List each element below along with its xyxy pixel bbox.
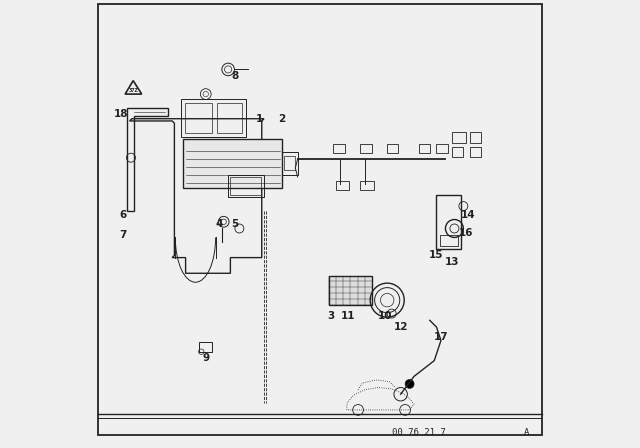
Bar <box>470 132 481 143</box>
Text: 12: 12 <box>394 322 408 332</box>
Bar <box>452 147 463 157</box>
Text: 2: 2 <box>278 114 285 124</box>
Text: A: A <box>524 428 529 437</box>
Bar <box>333 144 344 153</box>
Text: 7: 7 <box>119 230 127 240</box>
Text: 4: 4 <box>216 219 223 229</box>
Bar <box>199 342 212 352</box>
Bar <box>228 175 264 197</box>
Bar <box>329 276 372 305</box>
Text: 00 76 21 7: 00 76 21 7 <box>392 428 445 437</box>
Bar <box>185 103 212 133</box>
Bar <box>470 147 481 157</box>
Bar <box>282 152 298 175</box>
Text: 9: 9 <box>202 353 209 363</box>
Bar <box>230 177 261 195</box>
Text: 3: 3 <box>328 311 335 321</box>
Bar <box>284 156 296 170</box>
Bar <box>360 144 371 153</box>
Text: 18: 18 <box>113 109 128 119</box>
Text: 6: 6 <box>119 210 127 220</box>
Bar <box>419 144 430 153</box>
Text: 5: 5 <box>231 219 239 229</box>
Text: 14: 14 <box>461 210 475 220</box>
Circle shape <box>405 379 414 388</box>
Bar <box>217 103 242 133</box>
Text: 15: 15 <box>429 250 444 260</box>
Text: 13: 13 <box>445 257 460 267</box>
Bar <box>436 195 461 249</box>
Text: 1: 1 <box>256 114 263 124</box>
Bar <box>181 99 246 137</box>
Bar <box>436 144 448 153</box>
Bar <box>184 139 282 188</box>
Bar <box>440 235 458 246</box>
Text: 37Z: 37Z <box>128 88 138 94</box>
Text: 11: 11 <box>341 311 355 321</box>
Text: 8: 8 <box>231 71 239 81</box>
Bar <box>360 181 374 190</box>
Bar <box>336 181 349 190</box>
Text: 16: 16 <box>458 228 473 238</box>
Bar <box>387 144 398 153</box>
Text: 10: 10 <box>378 311 392 321</box>
Bar <box>452 132 466 143</box>
Text: 17: 17 <box>434 332 448 342</box>
